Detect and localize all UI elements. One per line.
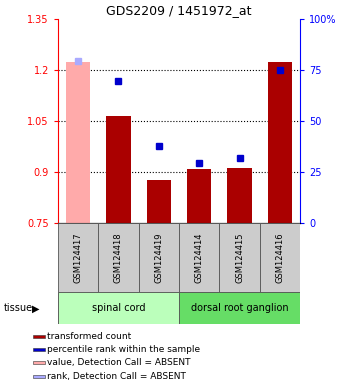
Text: GSM124415: GSM124415	[235, 232, 244, 283]
Text: spinal cord: spinal cord	[92, 303, 145, 313]
Bar	[58, 223, 98, 292]
Bar	[33, 375, 45, 378]
Bar	[139, 223, 179, 292]
Bar	[66, 61, 90, 223]
Text: GSM124416: GSM124416	[276, 232, 284, 283]
Bar	[227, 168, 252, 223]
Bar	[106, 116, 131, 223]
Text: rank, Detection Call = ABSENT: rank, Detection Call = ABSENT	[47, 372, 186, 381]
Bar	[187, 169, 211, 223]
Text: percentile rank within the sample: percentile rank within the sample	[47, 345, 200, 354]
Bar	[33, 335, 45, 338]
Text: GSM124414: GSM124414	[195, 232, 204, 283]
Text: GSM124419: GSM124419	[154, 232, 163, 283]
Bar	[98, 223, 139, 292]
Text: GSM124417: GSM124417	[74, 232, 83, 283]
Text: transformed count: transformed count	[47, 332, 131, 341]
Bar	[219, 223, 260, 292]
Bar	[179, 223, 219, 292]
Title: GDS2209 / 1451972_at: GDS2209 / 1451972_at	[106, 3, 252, 17]
Text: dorsal root ganglion: dorsal root ganglion	[191, 303, 288, 313]
Bar	[268, 61, 292, 223]
Text: tissue: tissue	[3, 303, 32, 313]
Bar	[260, 223, 300, 292]
Bar	[33, 361, 45, 364]
Text: GSM124418: GSM124418	[114, 232, 123, 283]
Bar	[33, 348, 45, 351]
Text: ▶: ▶	[32, 303, 40, 313]
Text: value, Detection Call = ABSENT: value, Detection Call = ABSENT	[47, 358, 190, 367]
Bar	[147, 180, 171, 223]
Bar	[58, 292, 179, 324]
Bar	[179, 292, 300, 324]
